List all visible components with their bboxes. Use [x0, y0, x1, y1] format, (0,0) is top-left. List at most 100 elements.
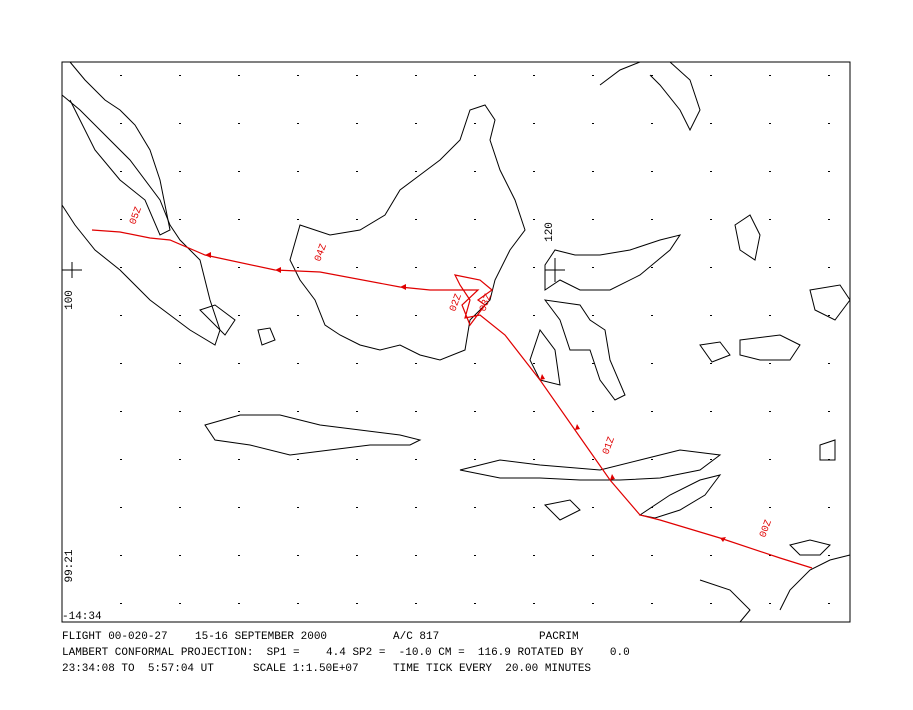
grid-dot [297, 555, 299, 556]
grid-dot [533, 555, 535, 556]
time-label: 00Z [758, 519, 774, 540]
grid-dot [533, 171, 535, 172]
grid-dot [474, 507, 476, 508]
grid-dot [120, 555, 122, 556]
grid-dot [710, 171, 712, 172]
lat-lon-dots [120, 75, 830, 604]
flight-track [91, 229, 813, 569]
track-arrows [205, 252, 726, 542]
grid-dot [297, 603, 299, 604]
grid-dot [179, 459, 181, 460]
grid-dot [297, 411, 299, 412]
grid-dot [769, 267, 771, 268]
grid-dot [651, 603, 653, 604]
grid-dot [533, 315, 535, 316]
time-label: 01Z [601, 436, 617, 457]
grid-dot [120, 75, 122, 76]
grid-dot [474, 171, 476, 172]
time-label: 04Z [313, 243, 329, 264]
grid-dot [415, 603, 417, 604]
grid-dot [238, 411, 240, 412]
grid-dot [710, 315, 712, 316]
grid-dot [651, 411, 653, 412]
grid-dot [533, 75, 535, 76]
grid-dot [356, 459, 358, 460]
grid-dot [356, 171, 358, 172]
grid-dot [415, 315, 417, 316]
grid-dot [415, 219, 417, 220]
grid-dot [828, 603, 830, 604]
grid-dot [120, 411, 122, 412]
grid-dot [238, 171, 240, 172]
coastline-new-guinea [599, 61, 851, 611]
grid-dot [120, 171, 122, 172]
grid-dot [828, 219, 830, 220]
grid-dot [179, 267, 181, 268]
grid-dot [651, 363, 653, 364]
grid-dot [238, 507, 240, 508]
grid-dot [828, 555, 830, 556]
grid-dot [651, 459, 653, 460]
position-markers [62, 258, 565, 282]
grid-dot [592, 123, 594, 124]
grid-dot [179, 123, 181, 124]
grid-dot [238, 267, 240, 268]
grid-dot [474, 75, 476, 76]
grid-dot [238, 603, 240, 604]
grid-dot [592, 75, 594, 76]
grid-dot [828, 363, 830, 364]
grid-dot [651, 75, 653, 76]
grid-dot [828, 267, 830, 268]
grid-dot [179, 507, 181, 508]
grid-dot [710, 555, 712, 556]
grid-dot [533, 363, 535, 364]
grid-dot [533, 459, 535, 460]
footer-text: PACRIM [539, 631, 579, 643]
grid-dot [120, 363, 122, 364]
grid-dot [356, 219, 358, 220]
grid-dot [120, 219, 122, 220]
grid-dot [297, 315, 299, 316]
grid-dot [651, 315, 653, 316]
grid-dot [769, 459, 771, 460]
grid-dot [592, 267, 594, 268]
grid-dot [120, 603, 122, 604]
lat-label: 99:21 [64, 549, 76, 582]
grid-dot [356, 267, 358, 268]
grid-dot [415, 123, 417, 124]
coastline-malay [69, 61, 171, 236]
grid-dot [415, 171, 417, 172]
footer-text: 23:34:08 TO 5:57:04 UT [62, 663, 214, 675]
footer-text: TIME TICK EVERY 20.00 MINUTES [393, 663, 591, 675]
grid-dot [533, 411, 535, 412]
grid-dot [533, 123, 535, 124]
grid-dot [710, 459, 712, 460]
grid-dot [238, 555, 240, 556]
grid-dot [651, 123, 653, 124]
grid-dot [474, 603, 476, 604]
grid-dot [533, 267, 535, 268]
coastline-sulawesi [529, 234, 682, 401]
grid-dot [769, 555, 771, 556]
grid-dot [710, 75, 712, 76]
grid-dot [769, 315, 771, 316]
footer-text: FLIGHT 00-020-27 [62, 631, 168, 643]
grid-dot [297, 267, 299, 268]
grid-dot [592, 219, 594, 220]
grid-dot [710, 219, 712, 220]
grid-dot [120, 459, 122, 460]
coastlines [61, 61, 851, 623]
grid-dot [356, 507, 358, 508]
grid-dot [297, 507, 299, 508]
grid-dot [356, 123, 358, 124]
grid-dot [592, 555, 594, 556]
grid-dot [592, 603, 594, 604]
grid-dot [474, 555, 476, 556]
grid-dot [828, 507, 830, 508]
grid-dot [710, 507, 712, 508]
grid-dot [592, 171, 594, 172]
grid-dot [769, 123, 771, 124]
grid-dot [179, 219, 181, 220]
